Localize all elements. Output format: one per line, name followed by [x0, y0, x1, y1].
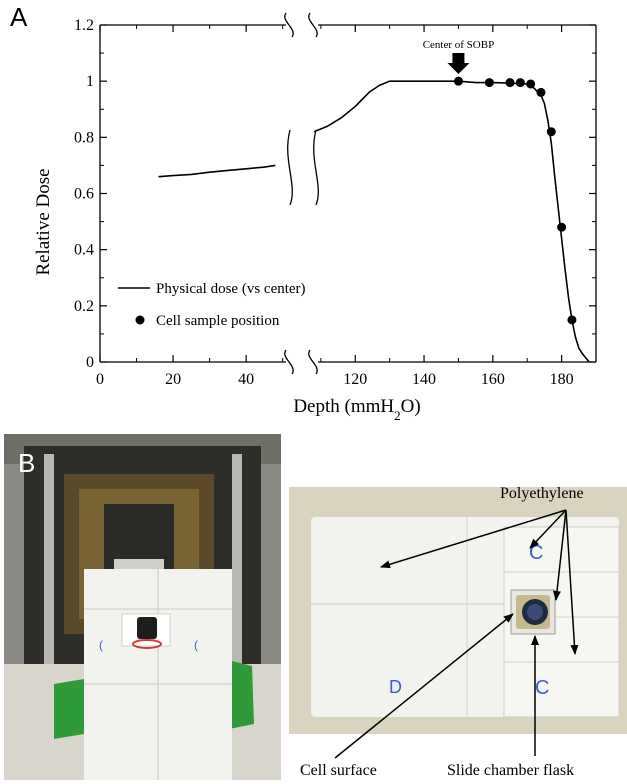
letter-d: D — [389, 677, 402, 697]
letter-c-top: C — [529, 542, 543, 564]
x-tick-label: 20 — [165, 371, 181, 388]
x-tick-label: 140 — [412, 371, 436, 388]
y-tick-label: 0.8 — [74, 129, 94, 146]
x-tick-label: 0 — [96, 371, 104, 388]
x-tick-label: 40 — [238, 371, 254, 388]
legend-point-swatch — [135, 315, 145, 325]
dose-depth-chart: 0 0.2 0.4 0.6 0.8 1 1.2 0 20 40 120 140 160 180 Physi… — [33, 12, 597, 420]
curve-break-left — [287, 129, 293, 206]
photo-irradiation-setup-graphic: ( ( — [4, 434, 281, 780]
photo-phantom-graphic: C C D — [289, 487, 627, 734]
panel-a-label: A — [10, 2, 28, 32]
panel-b-label: B — [18, 448, 36, 478]
slide-chamber-flask-label: Slide chamber flask — [447, 762, 575, 779]
svg-text:(: ( — [99, 638, 103, 652]
y-tick-label: 0 — [86, 354, 94, 371]
sobp-arrow — [447, 53, 470, 74]
cell-sample-point — [484, 78, 494, 88]
cell-sample-point — [515, 78, 525, 88]
sobp-annotation: Center of SOBP — [423, 39, 495, 51]
y-axis-title: Relative Dose — [33, 168, 54, 275]
photo-irradiation-setup: ( ( — [4, 434, 281, 780]
series-layer — [158, 53, 590, 363]
y-tick-label: 0.4 — [74, 242, 94, 259]
legend-label-cell-sample: Cell sample position — [156, 313, 280, 329]
x-tick-label: 180 — [550, 371, 574, 388]
axis-break-mark-2 — [284, 349, 294, 375]
cell-surface-label: Cell surface — [300, 762, 377, 779]
dose-line-segment-2 — [313, 80, 590, 363]
curve-break-right — [313, 129, 319, 206]
legend-label-physical-dose: Physical dose (vs center) — [156, 281, 306, 297]
axis-break-mark-3 — [308, 349, 318, 375]
x-tick-label: 160 — [481, 371, 505, 388]
cell-sample-point — [557, 222, 567, 232]
dose-line-segment-1 — [158, 164, 276, 178]
x-axis-title-sub: 2 — [394, 408, 401, 421]
y-tick-label: 0.6 — [74, 186, 94, 203]
y-tick-label: 1 — [86, 73, 94, 90]
cell-sample-point — [536, 87, 546, 97]
x-axis-title-end: O) — [401, 396, 421, 417]
legend: Physical dose (vs center) Cell sample pos… — [118, 281, 306, 329]
axis-break-mark-1 — [308, 12, 318, 38]
x-axis-title: Depth (mmH2O) — [293, 396, 420, 420]
svg-text:(: ( — [194, 638, 198, 652]
x-axis-title-main: Depth (mmH — [293, 396, 394, 417]
x-tick-label: 120 — [343, 371, 367, 388]
cell-sample-point — [453, 76, 463, 86]
letter-c-bottom: C — [535, 677, 549, 699]
axis-break-mark-0 — [284, 12, 294, 38]
photo-phantom-top-view: C C D — [289, 487, 627, 734]
y-tick-label: 1.2 — [74, 17, 94, 34]
cell-sample-point — [505, 78, 515, 88]
cell-sample-point — [546, 127, 556, 137]
axes: 0 0.2 0.4 0.6 0.8 1 1.2 0 20 40 120 140 160 180 — [74, 12, 597, 388]
cell-sample-point — [567, 315, 577, 325]
cell-sample-point — [526, 79, 536, 89]
y-tick-label: 0.2 — [74, 298, 94, 315]
polyethylene-label: Polyethylene — [500, 485, 584, 502]
